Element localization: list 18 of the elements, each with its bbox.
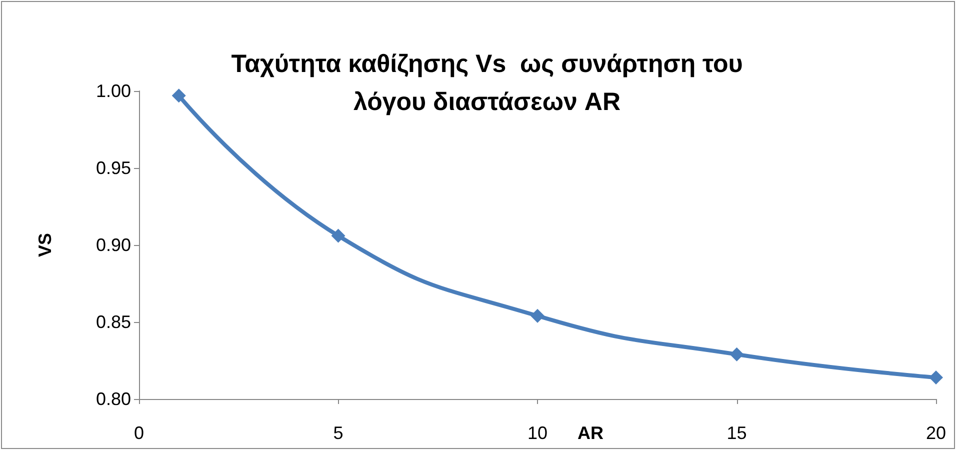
y-tick-label: 0.90 [96,235,131,255]
x-tick-label: 10 [527,423,548,443]
x-axis-title: AR [578,423,604,443]
point [730,347,744,362]
x-tick-label: 5 [333,423,344,443]
y-tick-label: 0.85 [96,312,131,332]
y-tick-label: 0.80 [96,389,131,409]
x-tick-label: 20 [926,423,946,443]
x-tick-label: 15 [726,423,747,443]
y-tick-label: 1.00 [96,81,131,101]
point [172,88,186,103]
point [929,370,943,384]
point [530,308,544,323]
y-axis-title: VS [35,232,55,258]
chart-title: Ταχύτητα καθίζησης Vs ως συνάρτηση του λόγου διαστάσεων AR [231,50,743,116]
x-tick-label: 0 [134,423,144,443]
y-tick-label: 0.95 [96,158,131,178]
point [331,228,346,243]
